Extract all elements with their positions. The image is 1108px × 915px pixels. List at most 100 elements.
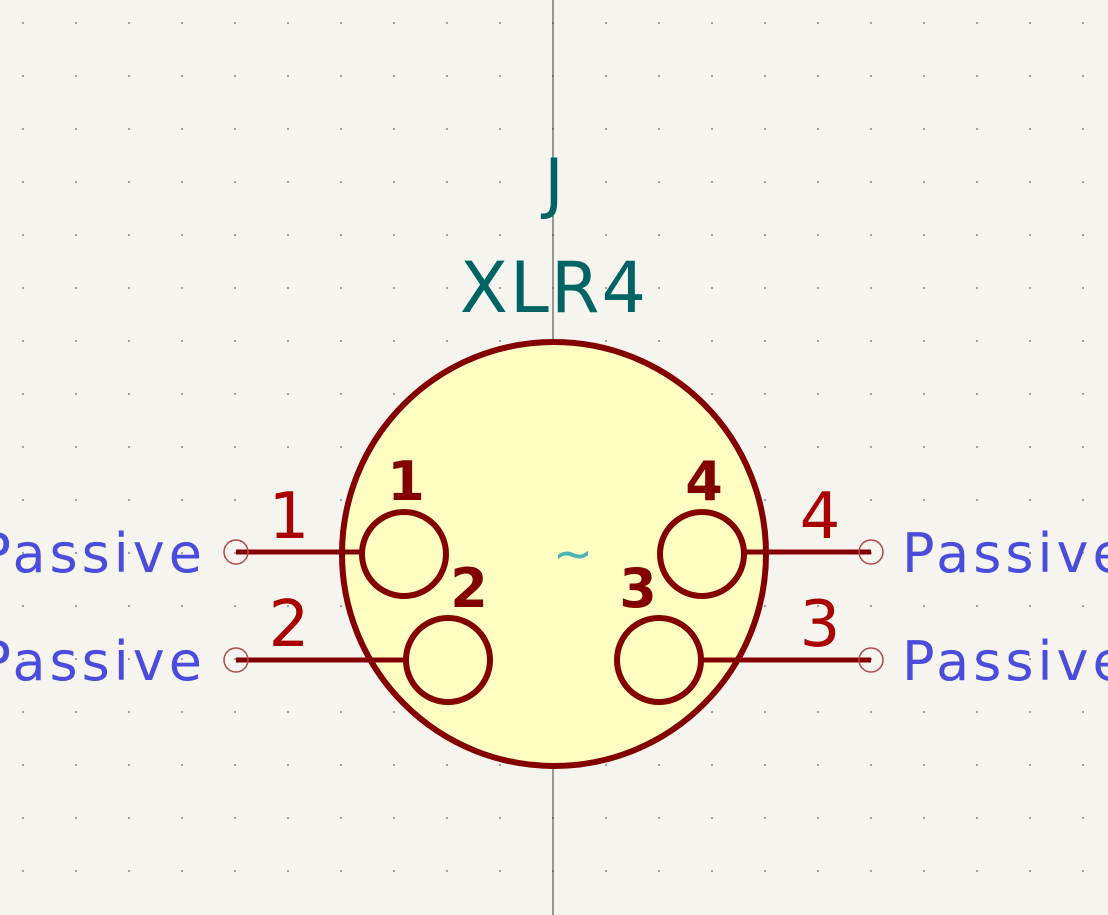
grid-dot <box>74 180 78 184</box>
xlr4-symbol[interactable]: 1 2 4 3 1 2 4 3 ~ <box>223 339 884 769</box>
grid-dot <box>816 604 820 608</box>
grid-dot <box>127 551 131 555</box>
contact-4-circle[interactable] <box>657 509 747 599</box>
grid-dot <box>816 21 820 25</box>
grid-dot <box>21 286 25 290</box>
contact-3-circle[interactable] <box>614 615 704 705</box>
grid-dot <box>180 392 184 396</box>
reference-designator[interactable]: J <box>540 145 563 222</box>
grid-dot <box>127 392 131 396</box>
grid-dot <box>74 445 78 449</box>
grid-dot <box>922 869 926 873</box>
grid-dot <box>21 657 25 661</box>
grid-dot <box>869 286 873 290</box>
grid-dot <box>1081 339 1085 343</box>
pin-2-end-icon[interactable] <box>223 647 249 673</box>
grid-dot <box>339 21 343 25</box>
grid-dot <box>180 74 184 78</box>
grid-dot <box>286 604 290 608</box>
contact-4-label: 4 <box>685 450 723 513</box>
grid-dot <box>869 445 873 449</box>
grid-dot <box>869 816 873 820</box>
grid-dot <box>498 74 502 78</box>
grid-dot <box>922 816 926 820</box>
grid-dot <box>763 74 767 78</box>
grid-dot <box>233 657 237 661</box>
grid-dot <box>74 763 78 767</box>
grid-dot <box>339 498 343 502</box>
contact-2-circle[interactable] <box>403 615 493 705</box>
grid-dot <box>498 233 502 237</box>
grid-dot <box>975 604 979 608</box>
pin-1-end-icon[interactable] <box>223 539 249 565</box>
grid-dot <box>604 127 608 131</box>
grid-dot <box>922 445 926 449</box>
grid-dot <box>1028 180 1032 184</box>
grid-dot <box>1028 74 1032 78</box>
grid-dot <box>604 286 608 290</box>
grid-dot <box>74 816 78 820</box>
grid-dot <box>1081 21 1085 25</box>
grid-dot <box>710 763 714 767</box>
grid-dot <box>286 21 290 25</box>
grid-dot <box>604 763 608 767</box>
grid-dot <box>922 551 926 555</box>
grid-dot <box>21 445 25 449</box>
grid-dot <box>604 74 608 78</box>
grid-dot <box>498 286 502 290</box>
grid-dot <box>763 498 767 502</box>
grid-dot <box>127 21 131 25</box>
pin-1-type-label: Passive <box>0 522 206 585</box>
grid-dot <box>657 816 661 820</box>
grid-dot <box>816 74 820 78</box>
grid-dot <box>1081 604 1085 608</box>
grid-dot <box>286 445 290 449</box>
grid-dot <box>233 233 237 237</box>
grid-dot <box>233 21 237 25</box>
grid-dot <box>339 445 343 449</box>
grid-dot <box>127 180 131 184</box>
grid-dot <box>975 127 979 131</box>
grid-dot <box>21 339 25 343</box>
grid-dot <box>816 445 820 449</box>
grid-dot <box>21 180 25 184</box>
grid-dot <box>180 233 184 237</box>
grid-dot <box>1028 498 1032 502</box>
grid-dot <box>339 74 343 78</box>
grid-dot <box>1028 21 1032 25</box>
grid-dot <box>922 127 926 131</box>
grid-dot <box>1081 710 1085 714</box>
grid-dot <box>710 180 714 184</box>
grid-dot <box>339 127 343 131</box>
grid-dot <box>127 339 131 343</box>
pin-3-end-icon[interactable] <box>858 647 884 673</box>
grid-dot <box>180 869 184 873</box>
grid-dot <box>657 180 661 184</box>
pin-2-type-label: Passive <box>0 630 206 693</box>
component-value[interactable]: XLR4 <box>460 247 648 329</box>
pin-3-number: 3 <box>800 588 841 662</box>
grid-dot <box>180 180 184 184</box>
grid-dot <box>339 180 343 184</box>
grid-dot <box>816 869 820 873</box>
grid-dot <box>816 233 820 237</box>
grid-dot <box>710 286 714 290</box>
grid-dot <box>1028 233 1032 237</box>
grid-dot <box>869 21 873 25</box>
pin-4-end-icon[interactable] <box>858 539 884 565</box>
grid-dot <box>233 498 237 502</box>
grid-dot <box>657 763 661 767</box>
grid-dot <box>604 233 608 237</box>
grid-dot <box>233 551 237 555</box>
grid-dot <box>763 21 767 25</box>
contact-1-circle[interactable] <box>359 509 449 599</box>
grid-dot <box>1081 180 1085 184</box>
grid-dot <box>286 869 290 873</box>
grid-dot <box>445 763 449 767</box>
grid-dot <box>127 816 131 820</box>
grid-dot <box>392 233 396 237</box>
grid-dot <box>233 710 237 714</box>
grid-dot <box>1028 869 1032 873</box>
grid-dot <box>21 498 25 502</box>
